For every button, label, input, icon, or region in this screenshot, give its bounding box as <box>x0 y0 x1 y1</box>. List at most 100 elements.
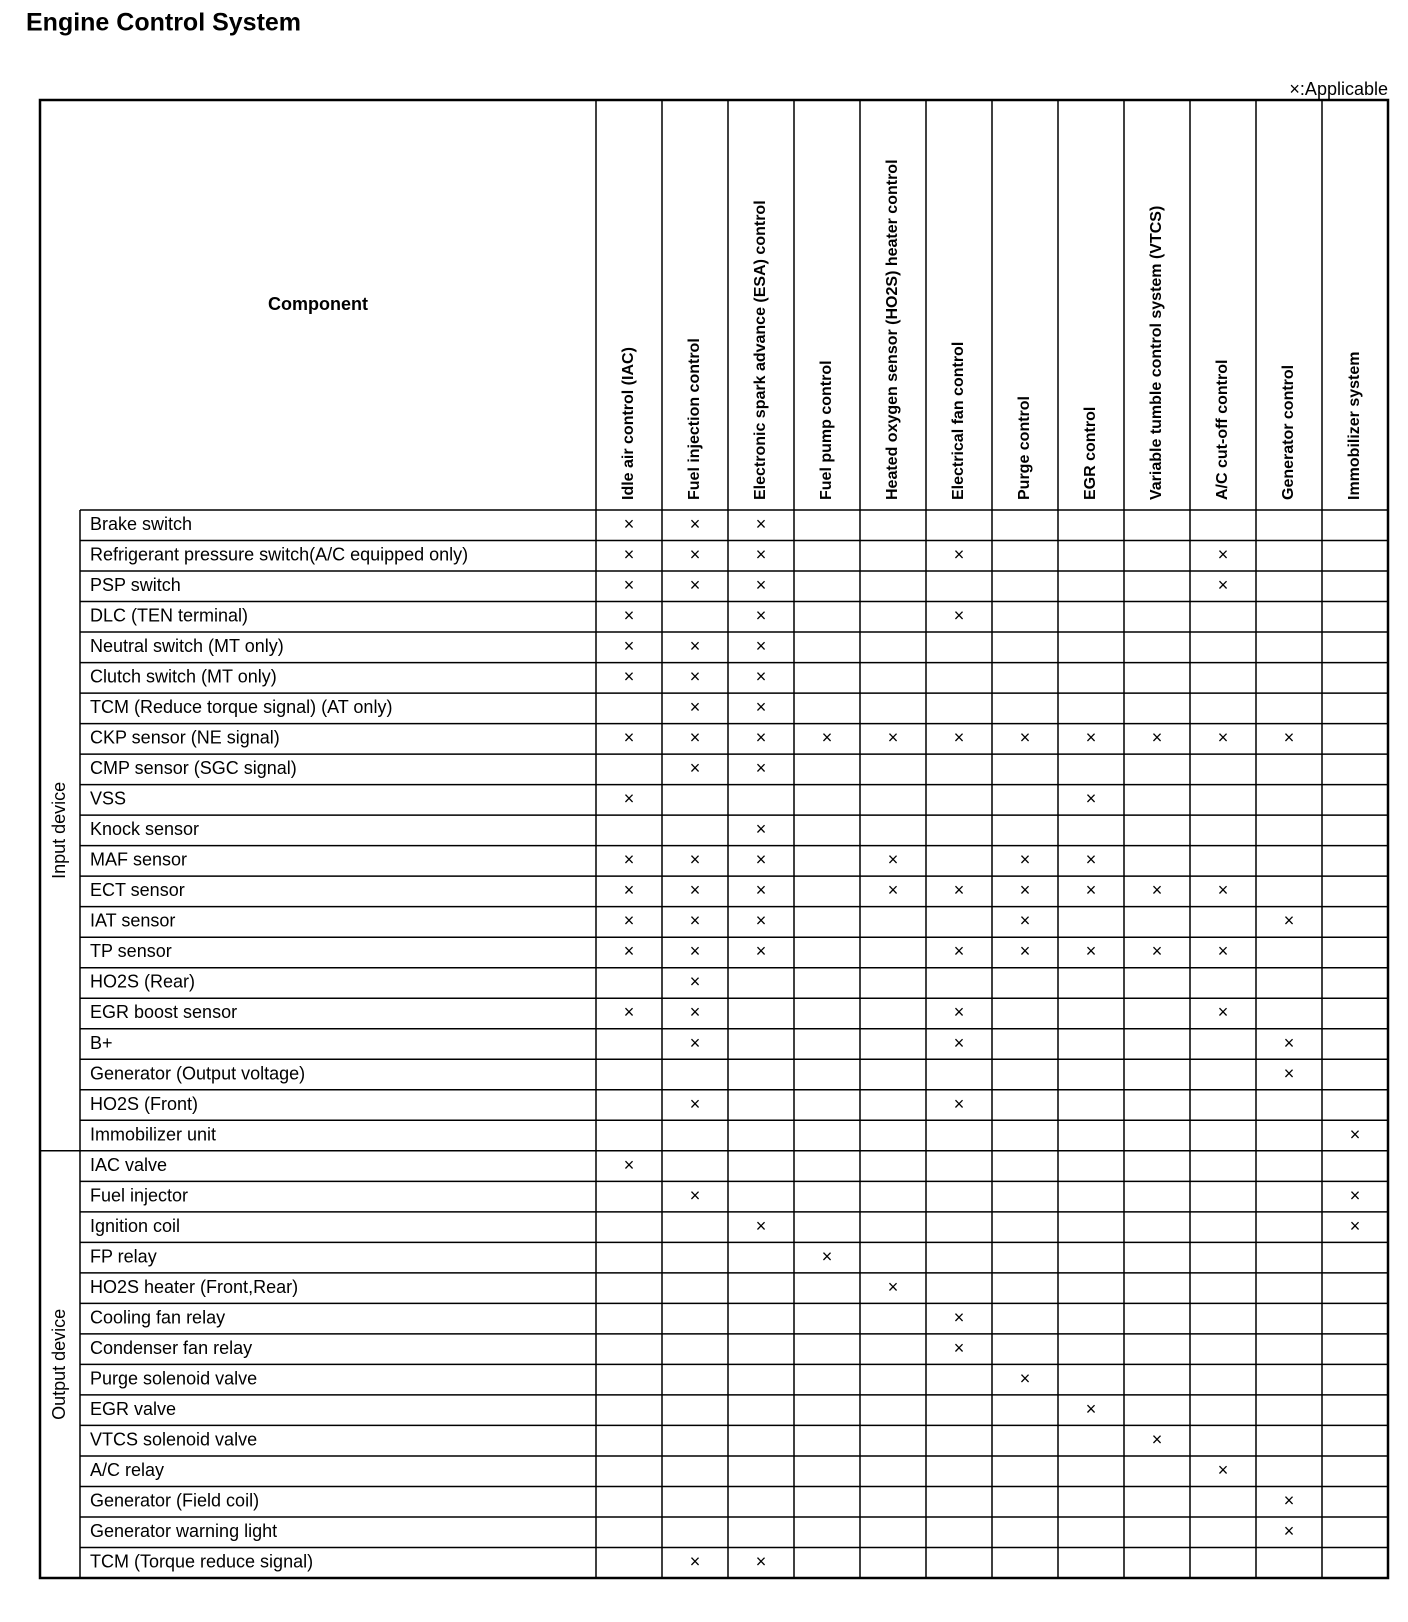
row-label: A/C relay <box>90 1460 164 1480</box>
applicable-mark: × <box>690 545 701 565</box>
applicable-mark: × <box>690 758 701 778</box>
column-header: Generator control <box>1280 365 1297 500</box>
applicable-mark: × <box>624 575 635 595</box>
row-label: FP relay <box>90 1246 157 1266</box>
applicable-mark: × <box>1218 880 1229 900</box>
applicable-mark: × <box>954 1094 965 1114</box>
row-label: Knock sensor <box>90 819 199 839</box>
applicable-mark: × <box>1284 728 1295 748</box>
applicable-mark: × <box>756 606 767 626</box>
applicable-mark: × <box>690 911 701 931</box>
applicable-mark: × <box>1086 880 1097 900</box>
column-header: Immobilizer system <box>1346 352 1363 501</box>
applicable-mark: × <box>1020 1368 1031 1388</box>
applicable-mark: × <box>1086 728 1097 748</box>
row-label: TCM (Torque reduce signal) <box>90 1551 313 1571</box>
applicable-mark: × <box>690 1033 701 1053</box>
applicable-mark: × <box>690 1551 701 1571</box>
applicable-mark: × <box>756 697 767 717</box>
applicable-mark: × <box>756 667 767 687</box>
applicable-mark: × <box>1350 1185 1361 1205</box>
applicable-mark: × <box>954 728 965 748</box>
column-header: Fuel injection control <box>686 338 703 500</box>
column-header: A/C cut-off control <box>1214 360 1231 500</box>
row-label: Generator (Output voltage) <box>90 1063 305 1083</box>
applicable-mark: × <box>690 575 701 595</box>
row-label: Refrigerant pressure switch(A/C equipped… <box>90 545 468 565</box>
applicable-mark: × <box>756 880 767 900</box>
applicable-mark: × <box>1152 1429 1163 1449</box>
applicable-mark: × <box>624 789 635 809</box>
applicable-mark: × <box>1284 1033 1295 1053</box>
row-label: Immobilizer unit <box>90 1124 216 1144</box>
applicable-mark: × <box>690 941 701 961</box>
row-label: IAC valve <box>90 1155 167 1175</box>
applicable-mark: × <box>690 1185 701 1205</box>
applicable-mark: × <box>1218 545 1229 565</box>
legend: ×:Applicable <box>1289 79 1388 99</box>
applicable-mark: × <box>624 514 635 534</box>
row-label: CMP sensor (SGC signal) <box>90 758 297 778</box>
applicable-mark: × <box>888 728 899 748</box>
applicable-mark: × <box>954 941 965 961</box>
row-label: B+ <box>90 1033 113 1053</box>
applicable-mark: × <box>756 1216 767 1236</box>
applicable-mark: × <box>822 728 833 748</box>
column-header: Electrical fan control <box>950 342 967 500</box>
applicable-mark: × <box>624 1002 635 1022</box>
row-label: HO2S (Rear) <box>90 972 195 992</box>
row-label: Condenser fan relay <box>90 1338 252 1358</box>
row-label: EGR valve <box>90 1399 176 1419</box>
applicable-mark: × <box>1284 911 1295 931</box>
applicable-mark: × <box>888 880 899 900</box>
applicable-mark: × <box>1218 941 1229 961</box>
applicable-mark: × <box>756 758 767 778</box>
row-label: IAT sensor <box>90 911 175 931</box>
row-label: Cooling fan relay <box>90 1307 225 1327</box>
applicable-mark: × <box>690 1002 701 1022</box>
applicable-mark: × <box>624 728 635 748</box>
applicable-mark: × <box>954 1307 965 1327</box>
applicable-mark: × <box>1218 1460 1229 1480</box>
column-header: Variable tumble control system (VTCS) <box>1148 206 1165 500</box>
applicable-mark: × <box>954 545 965 565</box>
row-label: EGR boost sensor <box>90 1002 237 1022</box>
applicable-mark: × <box>954 1338 965 1358</box>
applicable-mark: × <box>1350 1124 1361 1144</box>
row-label: Fuel injector <box>90 1185 188 1205</box>
applicable-mark: × <box>756 819 767 839</box>
table-frame <box>38 98 1390 1580</box>
applicable-mark: × <box>1284 1063 1295 1083</box>
applicable-mark: × <box>954 1002 965 1022</box>
applicable-mark: × <box>756 728 767 748</box>
applicable-mark: × <box>624 1155 635 1175</box>
applicable-mark: × <box>1284 1490 1295 1510</box>
applicable-mark: × <box>756 636 767 656</box>
applicable-mark: × <box>756 911 767 931</box>
column-header: Heated oxygen sensor (HO2S) heater contr… <box>884 159 901 500</box>
applicable-mark: × <box>888 1277 899 1297</box>
applicable-mark: × <box>1350 1216 1361 1236</box>
applicable-mark: × <box>690 850 701 870</box>
applicable-mark: × <box>624 636 635 656</box>
applicable-mark: × <box>690 697 701 717</box>
row-label: Purge solenoid valve <box>90 1368 257 1388</box>
applicable-mark: × <box>954 1033 965 1053</box>
column-header: Idle air control (IAC) <box>620 347 637 500</box>
column-header: Electronic spark advance (ESA) control <box>752 200 769 500</box>
row-label: Brake switch <box>90 514 192 534</box>
applicable-mark: × <box>690 514 701 534</box>
row-label: TP sensor <box>90 941 172 961</box>
applicable-mark: × <box>1020 850 1031 870</box>
applicable-mark: × <box>624 606 635 626</box>
column-header: Fuel pump control <box>818 360 835 500</box>
applicable-mark: × <box>624 941 635 961</box>
row-label: PSP switch <box>90 575 181 595</box>
applicable-mark: × <box>756 941 767 961</box>
column-header: Purge control <box>1016 396 1033 500</box>
row-label: Neutral switch (MT only) <box>90 636 284 656</box>
applicable-mark: × <box>1152 728 1163 748</box>
applicable-mark: × <box>756 545 767 565</box>
